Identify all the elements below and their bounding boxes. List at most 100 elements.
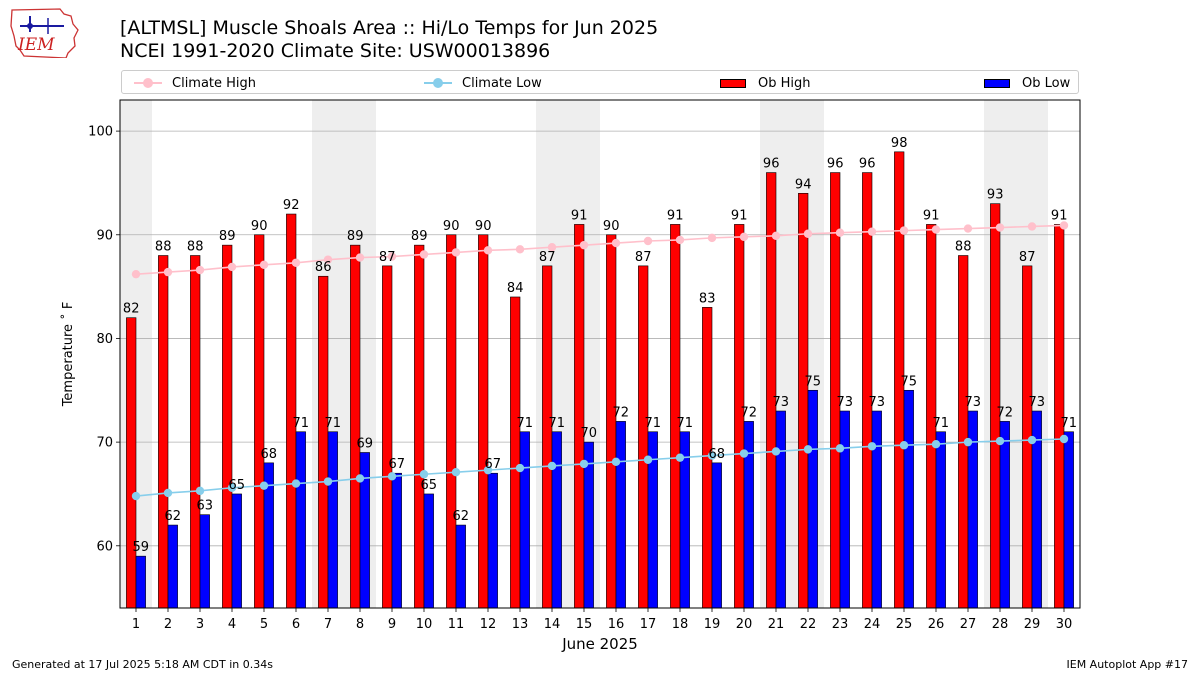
label-ob-low-day-1: 59 [133,540,150,555]
label-ob-high-day-3: 88 [187,240,204,255]
point-climate-high-day-8 [355,253,365,262]
bar-ob-low-day-21 [775,410,786,609]
label-ob-low-day-11: 62 [453,509,470,524]
label-ob-low-day-2: 62 [165,509,182,524]
label-ob-low-day-3: 63 [197,499,214,514]
point-climate-high-day-15 [579,240,589,250]
y-tick-label-60: 60 [96,539,113,554]
point-climate-low-day-12 [483,465,493,475]
bar-ob-low-day-12 [487,472,498,609]
label-ob-high-day-9: 87 [379,250,396,265]
bar-ob-low-day-6 [295,431,306,609]
x-tick-label-20: 20 [736,617,753,632]
point-climate-low-day-27 [963,437,973,447]
legend-swatch-climate-high [134,78,162,88]
point-climate-low-day-19 [707,451,717,460]
label-ob-high-day-28: 93 [987,188,1004,203]
label-ob-high-day-5: 90 [251,219,268,234]
label-ob-high-day-18: 91 [667,208,684,223]
point-climate-low-day-23 [835,444,845,453]
bar-ob-high-day-3 [190,255,201,609]
x-tick-label-16: 16 [608,617,625,632]
x-tick-label-15: 15 [576,617,593,632]
point-climate-low-day-9 [387,472,397,481]
point-climate-high-day-3 [195,265,205,275]
bar-ob-low-day-10 [423,493,434,609]
point-climate-low-day-5 [259,481,269,490]
bar-ob-high-day-10 [414,244,425,609]
point-climate-low-day-24 [867,442,877,451]
bar-ob-high-day-2 [158,255,169,609]
label-ob-low-day-28: 72 [997,405,1014,420]
plot-frame [119,99,1081,609]
point-climate-low-day-28 [995,436,1005,446]
bar-ob-low-day-19 [711,462,722,609]
label-ob-low-day-26: 71 [933,416,950,431]
point-climate-high-day-16 [611,238,621,248]
label-ob-low-day-24: 73 [869,395,886,410]
point-climate-high-day-25 [899,226,909,235]
bar-ob-high-day-13 [510,296,521,609]
point-climate-high-day-21 [771,231,781,241]
x-tick-label-1: 1 [132,617,140,632]
label-ob-high-day-27: 88 [955,240,972,255]
app-label: IEM Autoplot App #17 [1066,658,1189,671]
label-ob-high-day-19: 83 [699,291,716,306]
bar-ob-high-day-16 [606,234,617,609]
point-climate-low-day-4 [227,483,237,492]
label-ob-low-day-16: 72 [613,405,630,420]
iem-logo-text: IEM [17,35,55,55]
x-tick-label-11: 11 [448,617,465,632]
label-ob-low-day-9: 67 [389,457,406,472]
chart-legend: Climate High Climate Low Ob High Ob Low [121,70,1079,94]
point-climate-low-day-1 [131,491,141,501]
point-climate-high-day-11 [451,248,461,257]
point-climate-low-day-8 [355,474,365,483]
label-ob-low-day-4: 65 [229,478,246,493]
label-ob-low-day-18: 71 [677,416,694,431]
point-climate-low-day-11 [451,467,461,477]
x-tick-label-26: 26 [928,617,945,632]
label-ob-low-day-10: 65 [421,478,438,493]
point-climate-high-day-17 [643,236,653,246]
label-ob-high-day-6: 92 [283,198,300,213]
label-ob-high-day-2: 88 [155,240,172,255]
bar-ob-low-day-9 [391,472,402,609]
label-ob-high-day-8: 89 [347,229,364,244]
x-tick-label-8: 8 [356,617,364,632]
bar-ob-low-day-7 [327,431,338,609]
chart-title: [ALTMSL] Muscle Shoals Area :: Hi/Lo Tem… [120,17,659,39]
label-ob-high-day-24: 96 [859,157,876,172]
label-ob-high-day-16: 90 [603,219,620,234]
label-ob-low-day-27: 73 [965,395,982,410]
point-climate-high-day-13 [515,245,525,254]
point-climate-high-day-23 [835,228,845,237]
bar-ob-low-day-20 [743,421,754,609]
x-tick-label-12: 12 [480,617,497,632]
label-ob-low-day-25: 75 [901,374,918,389]
y-tick-label-70: 70 [96,436,113,451]
point-climate-low-day-7 [323,477,333,486]
label-ob-low-day-21: 73 [773,395,790,410]
point-climate-low-day-20 [739,449,749,458]
label-ob-low-day-14: 71 [549,416,566,431]
point-climate-high-day-10 [419,250,429,259]
x-tick-label-2: 2 [164,617,172,632]
point-climate-high-day-6 [291,258,301,267]
label-ob-low-day-30: 71 [1061,416,1078,431]
point-climate-high-day-24 [867,227,877,236]
label-ob-high-day-20: 91 [731,208,748,223]
bar-ob-low-day-1 [135,555,146,609]
label-ob-low-day-17: 71 [645,416,662,431]
bar-ob-high-day-5 [254,234,265,609]
x-tick-label-10: 10 [416,617,433,632]
point-climate-high-day-12 [483,246,493,255]
label-ob-high-day-13: 84 [507,281,524,296]
x-tick-label-17: 17 [640,617,657,632]
x-tick-label-28: 28 [992,617,1009,632]
legend-item-climate-high: Climate High [134,74,256,92]
label-ob-low-day-5: 68 [261,447,278,462]
point-climate-high-day-5 [259,260,269,270]
point-climate-low-day-2 [163,488,173,498]
